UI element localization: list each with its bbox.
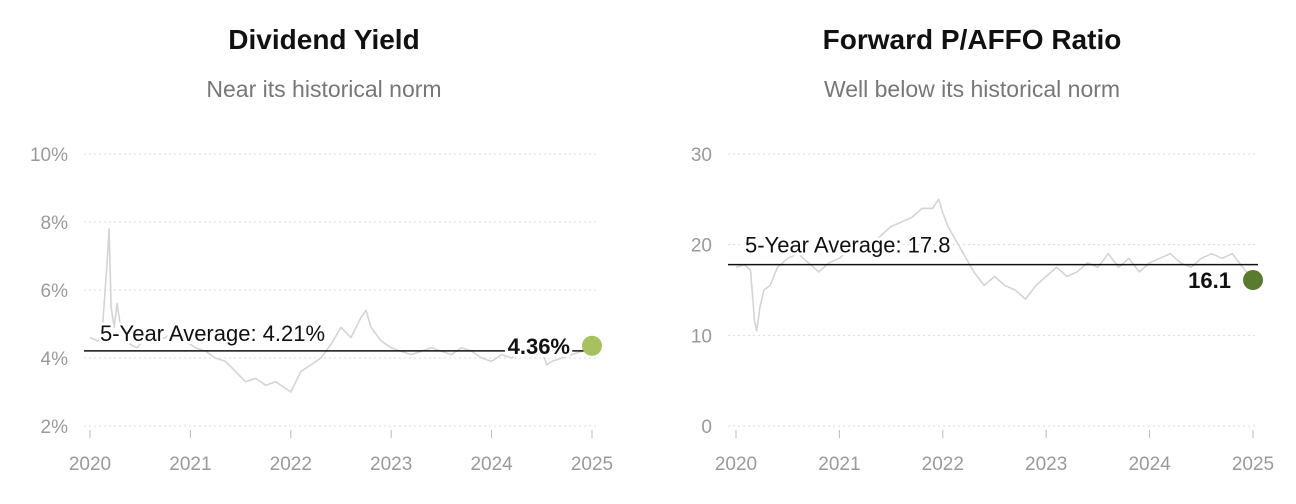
current-value-label: 16.1 — [1188, 268, 1231, 293]
x-tick-label: 2021 — [169, 454, 211, 475]
x-tick-label: 2023 — [370, 454, 412, 475]
p-affo-panel: Forward P/AFFO Ratio Well below its hist… — [648, 0, 1296, 504]
x-tick-label: 2025 — [571, 454, 613, 475]
current-value-label: 4.36% — [508, 334, 570, 359]
y-tick-label: 4% — [41, 349, 69, 370]
chart-title: Dividend Yield — [228, 24, 420, 55]
y-tick-label: 30 — [691, 145, 712, 166]
y-tick-label: 6% — [41, 281, 69, 302]
current-value-point — [1243, 270, 1263, 291]
p-affo-chart: 0 10 20 30 2020 2021 2022 2023 2024 2025 5-Year Av… — [691, 145, 1274, 475]
y-tick-label: 10% — [30, 145, 68, 166]
y-tick-label: 20 — [691, 236, 712, 257]
series-line — [735, 198, 1254, 332]
series-line — [89, 228, 593, 393]
chart-subtitle: Near its historical norm — [206, 76, 442, 102]
y-tick-label: 2% — [41, 417, 69, 438]
current-value-point — [582, 335, 602, 356]
x-tick-label: 2025 — [1232, 454, 1274, 475]
x-tick-label: 2020 — [69, 454, 111, 475]
x-tick-label: 2023 — [1025, 454, 1067, 475]
dividend-yield-panel: Dividend Yield Near its historical norm … — [30, 24, 613, 475]
x-tick-label: 2022 — [270, 454, 312, 475]
x-tick-label: 2024 — [1128, 454, 1171, 475]
y-tick-label: 0 — [701, 417, 712, 438]
y-tick-label: 8% — [41, 213, 69, 234]
chart-subtitle: Well below its historical norm — [823, 76, 1121, 102]
x-tick-label: 2024 — [470, 454, 513, 475]
x-tick-label: 2022 — [922, 454, 964, 475]
dividend-yield-chart: 2% 4% 6% 8% 10% 2020 2021 2022 2023 2024 2025 5-Yea… — [30, 145, 613, 475]
x-tick-label: 2021 — [818, 454, 860, 475]
average-label: 5-Year Average: 4.21% — [100, 321, 325, 346]
average-label: 5-Year Average: 17.8 — [745, 233, 951, 258]
chart-title: Forward P/AFFO Ratio — [822, 24, 1122, 55]
x-tick-label: 2020 — [715, 454, 757, 475]
y-tick-label: 10 — [691, 326, 712, 347]
